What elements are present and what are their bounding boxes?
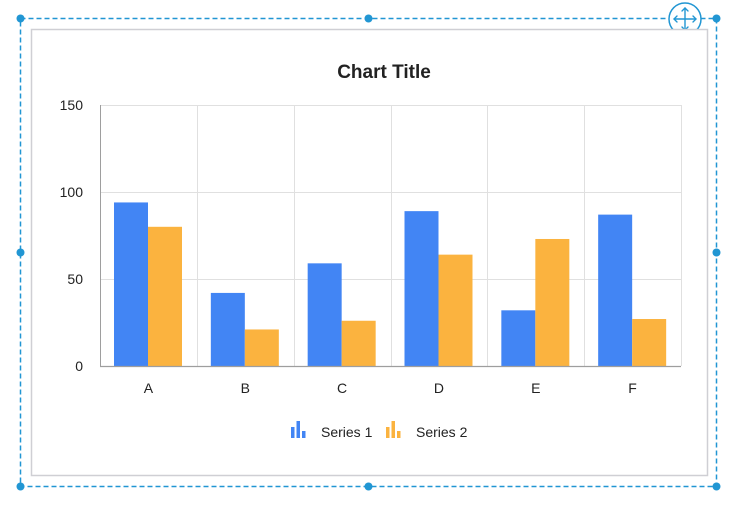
bar-series-1-c[interactable] <box>307 263 342 366</box>
move-handle[interactable] <box>668 2 702 36</box>
legend-label-series-2: Series 2 <box>416 424 468 440</box>
y-tick-label: 50 <box>67 271 83 287</box>
legend: Series 1 Series 2 <box>291 421 468 440</box>
resize-handle-middle-right[interactable] <box>712 248 721 257</box>
resize-handle-top-right[interactable] <box>712 14 721 23</box>
resize-handle-top-middle[interactable] <box>364 14 373 23</box>
resize-handle-top-left[interactable] <box>16 14 25 23</box>
chart-title[interactable]: Chart Title <box>337 62 431 83</box>
bar-series-1-e[interactable] <box>501 310 536 366</box>
plot-gridlines <box>100 105 682 366</box>
bar-series-1-f[interactable] <box>598 214 633 366</box>
selection-frame[interactable] <box>16 14 721 491</box>
plot-bars <box>114 202 667 366</box>
x-tick-label: D <box>434 380 444 396</box>
x-axis-tick-labels: A B C D E F <box>144 380 637 396</box>
y-tick-label: 100 <box>60 184 84 200</box>
bar-chart-icon <box>386 421 401 438</box>
bar-series-2-f[interactable] <box>632 319 667 366</box>
bar-chart-icon <box>291 421 306 438</box>
x-tick-label: C <box>337 380 347 396</box>
x-tick-label: E <box>531 380 540 396</box>
resize-handle-middle-left[interactable] <box>16 248 25 257</box>
bar-series-2-c[interactable] <box>341 320 376 366</box>
bar-series-1-a[interactable] <box>114 202 148 366</box>
legend-entry-series-2[interactable]: Series 2 <box>386 421 468 440</box>
x-tick-label: F <box>628 380 637 396</box>
bar-series-2-b[interactable] <box>244 329 279 366</box>
move-arrows-icon <box>673 7 697 31</box>
x-tick-label: B <box>241 380 250 396</box>
y-axis-tick-labels: 0 50 100 150 <box>60 97 84 374</box>
legend-label-series-1: Series 1 <box>321 424 373 440</box>
x-tick-label: A <box>144 380 154 396</box>
y-tick-label: 0 <box>75 358 83 374</box>
bar-series-2-e[interactable] <box>535 238 570 366</box>
bar-series-1-d[interactable] <box>404 211 439 366</box>
resize-handle-bottom-right[interactable] <box>712 482 721 491</box>
y-tick-label: 150 <box>60 97 84 113</box>
resize-handle-bottom-middle[interactable] <box>364 482 373 491</box>
legend-entry-series-1[interactable]: Series 1 <box>291 421 373 440</box>
resize-handle-bottom-left[interactable] <box>16 482 25 491</box>
bar-series-1-b[interactable] <box>210 292 245 366</box>
bar-series-2-a[interactable] <box>148 226 182 366</box>
bar-series-2-d[interactable] <box>438 254 473 366</box>
plot-axes <box>100 105 681 368</box>
